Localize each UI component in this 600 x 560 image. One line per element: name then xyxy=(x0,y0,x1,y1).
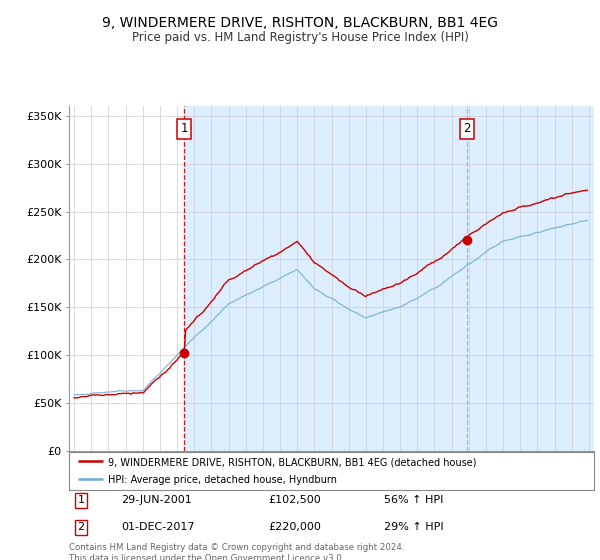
Text: 56% ↑ HPI: 56% ↑ HPI xyxy=(384,496,443,506)
Text: Contains HM Land Registry data © Crown copyright and database right 2024.
This d: Contains HM Land Registry data © Crown c… xyxy=(69,543,404,560)
Text: 9, WINDERMERE DRIVE, RISHTON, BLACKBURN, BB1 4EG (detached house): 9, WINDERMERE DRIVE, RISHTON, BLACKBURN,… xyxy=(109,457,477,467)
Text: £102,500: £102,500 xyxy=(269,496,321,506)
Text: 1: 1 xyxy=(181,122,188,136)
Text: 01-DEC-2017: 01-DEC-2017 xyxy=(121,522,195,532)
Text: 2: 2 xyxy=(464,122,471,136)
Text: 2: 2 xyxy=(77,522,85,532)
Text: 1: 1 xyxy=(77,496,85,506)
Text: 29% ↑ HPI: 29% ↑ HPI xyxy=(384,522,443,532)
Text: HPI: Average price, detached house, Hyndburn: HPI: Average price, detached house, Hynd… xyxy=(109,475,337,485)
Text: £220,000: £220,000 xyxy=(269,522,322,532)
Text: 9, WINDERMERE DRIVE, RISHTON, BLACKBURN, BB1 4EG: 9, WINDERMERE DRIVE, RISHTON, BLACKBURN,… xyxy=(102,16,498,30)
Bar xyxy=(184,106,600,451)
Text: 29-JUN-2001: 29-JUN-2001 xyxy=(121,496,192,506)
Text: Price paid vs. HM Land Registry's House Price Index (HPI): Price paid vs. HM Land Registry's House … xyxy=(131,31,469,44)
